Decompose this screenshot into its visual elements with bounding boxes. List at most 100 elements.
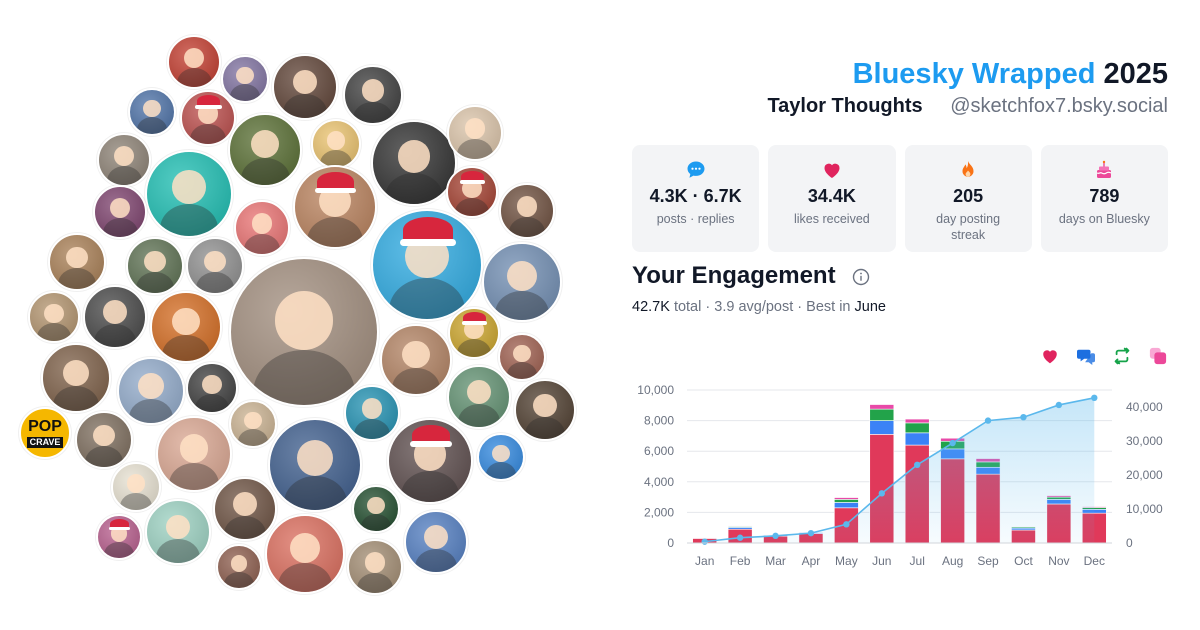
- engagement-total-label: total: [673, 299, 702, 315]
- avatar[interactable]: [48, 233, 106, 291]
- avatar[interactable]: [268, 418, 362, 512]
- avatar[interactable]: [221, 55, 269, 103]
- bar-segment: [834, 502, 859, 509]
- user-handle[interactable]: @sketchfox7.bsky.social: [950, 95, 1168, 117]
- pop-crave-logo-text: CRAVE: [26, 436, 64, 448]
- quote-icon[interactable]: [1148, 346, 1168, 366]
- stat-days: 789 days on Bluesky: [1040, 145, 1168, 252]
- avatar[interactable]: [41, 343, 111, 413]
- avatar[interactable]: [228, 113, 302, 187]
- avatar[interactable]: [229, 400, 277, 448]
- cumulative-point: [843, 521, 850, 528]
- avatar[interactable]: [216, 544, 262, 590]
- avatar[interactable]: [380, 324, 452, 396]
- stats-row: 4.3K · 6.7K posts · replies 34.4K likes …: [632, 145, 1168, 252]
- avatar[interactable]: [96, 514, 142, 560]
- x-tick-label: Oct: [1014, 554, 1033, 568]
- stat-label: days on Bluesky: [1058, 212, 1150, 226]
- x-tick-label: Dec: [1084, 554, 1105, 568]
- avatar[interactable]: [387, 418, 473, 504]
- avatar[interactable]: [186, 237, 244, 295]
- cumulative-point: [949, 439, 956, 447]
- reply-icon[interactable]: [1076, 346, 1096, 366]
- avatar[interactable]: [234, 200, 290, 256]
- avatar[interactable]: [404, 510, 468, 574]
- avatar[interactable]: [93, 185, 147, 239]
- avatar[interactable]: [344, 385, 400, 441]
- avatar[interactable]: [448, 307, 500, 359]
- pop-crave-logo-text: POP: [28, 417, 62, 435]
- x-tick-label: May: [835, 554, 858, 568]
- cumulative-point: [1091, 394, 1098, 402]
- x-tick-label: Nov: [1048, 554, 1069, 568]
- info-icon[interactable]: [852, 268, 870, 286]
- avatar[interactable]: [75, 411, 133, 469]
- avatar[interactable]: [272, 54, 338, 120]
- x-tick-label: Jul: [910, 554, 925, 568]
- profile-line: Taylor Thoughts @sketchfox7.bsky.social: [767, 95, 1168, 118]
- avatar[interactable]: [111, 462, 161, 512]
- avatar[interactable]: [126, 237, 184, 295]
- bar-segment: [904, 432, 930, 446]
- stat-value: 34.4K: [807, 186, 856, 206]
- avatar-pop-crave[interactable]: POP CRAVE: [19, 407, 71, 459]
- bar-segment: [834, 497, 859, 500]
- avatar[interactable]: [371, 120, 457, 206]
- chart-legend: [1040, 346, 1168, 366]
- stat-value: 789: [1089, 186, 1120, 206]
- avatar[interactable]: [83, 285, 147, 349]
- avatar[interactable]: [229, 257, 379, 407]
- avatar[interactable]: [482, 242, 562, 322]
- bar-segment: [904, 422, 930, 434]
- avatar[interactable]: [156, 416, 232, 492]
- avatar[interactable]: [514, 379, 576, 441]
- avatar[interactable]: [213, 477, 277, 541]
- avatar[interactable]: [28, 291, 80, 343]
- repost-icon[interactable]: [1112, 346, 1132, 366]
- avatar[interactable]: [311, 119, 361, 169]
- avatar[interactable]: [186, 362, 238, 414]
- stat-posts-replies: 4.3K · 6.7K posts · replies: [632, 145, 760, 252]
- y-tick-label: 0: [667, 536, 674, 550]
- avatar[interactable]: [499, 183, 555, 239]
- bar-segment: [727, 525, 753, 527]
- avatar[interactable]: [128, 88, 176, 136]
- avatar[interactable]: [447, 365, 511, 429]
- avatar[interactable]: [97, 133, 151, 187]
- heart-icon[interactable]: [1040, 346, 1060, 366]
- stat-likes: 34.4K likes received: [768, 145, 896, 252]
- cumulative-area: [704, 397, 1095, 543]
- avatar[interactable]: [347, 539, 403, 595]
- x-tick-label: Mar: [765, 554, 786, 568]
- avatar[interactable]: [167, 35, 221, 89]
- avatar[interactable]: [371, 209, 483, 321]
- y-tick-label: 2,000: [644, 505, 674, 519]
- bar-segment: [834, 499, 859, 503]
- cumulative-point: [984, 417, 992, 424]
- avatar[interactable]: [343, 65, 403, 125]
- avatar[interactable]: [145, 150, 233, 238]
- wrapped-summary: Bluesky Wrapped 2025 Taylor Thoughts @sk…: [632, 0, 1168, 630]
- y-tick-label: 6,000: [644, 444, 674, 458]
- avatar[interactable]: [293, 165, 377, 249]
- avatar-cluster: POP CRAVE: [19, 35, 576, 595]
- avatar[interactable]: [498, 333, 546, 381]
- separator: ·: [705, 299, 711, 315]
- engagement-avg: 3.9 avg/post: [714, 299, 794, 315]
- stat-streak: 205 day posting streak: [904, 145, 1032, 252]
- avatar[interactable]: [352, 485, 400, 533]
- avatar[interactable]: [265, 514, 345, 594]
- bar-segment: [869, 408, 895, 421]
- avatar[interactable]: [180, 90, 236, 146]
- bar-segment: [869, 404, 895, 410]
- avatar[interactable]: [117, 357, 185, 425]
- avatar[interactable]: [477, 433, 525, 481]
- engagement-title: Your Engagement: [632, 262, 836, 289]
- avatar[interactable]: [145, 499, 211, 565]
- avatar[interactable]: [150, 291, 222, 363]
- cumulative-point: [878, 490, 885, 497]
- heart-icon: [821, 159, 843, 181]
- avatar[interactable]: [447, 105, 503, 161]
- avatar[interactable]: [446, 166, 498, 218]
- y-tick-label: 10,000: [637, 383, 674, 397]
